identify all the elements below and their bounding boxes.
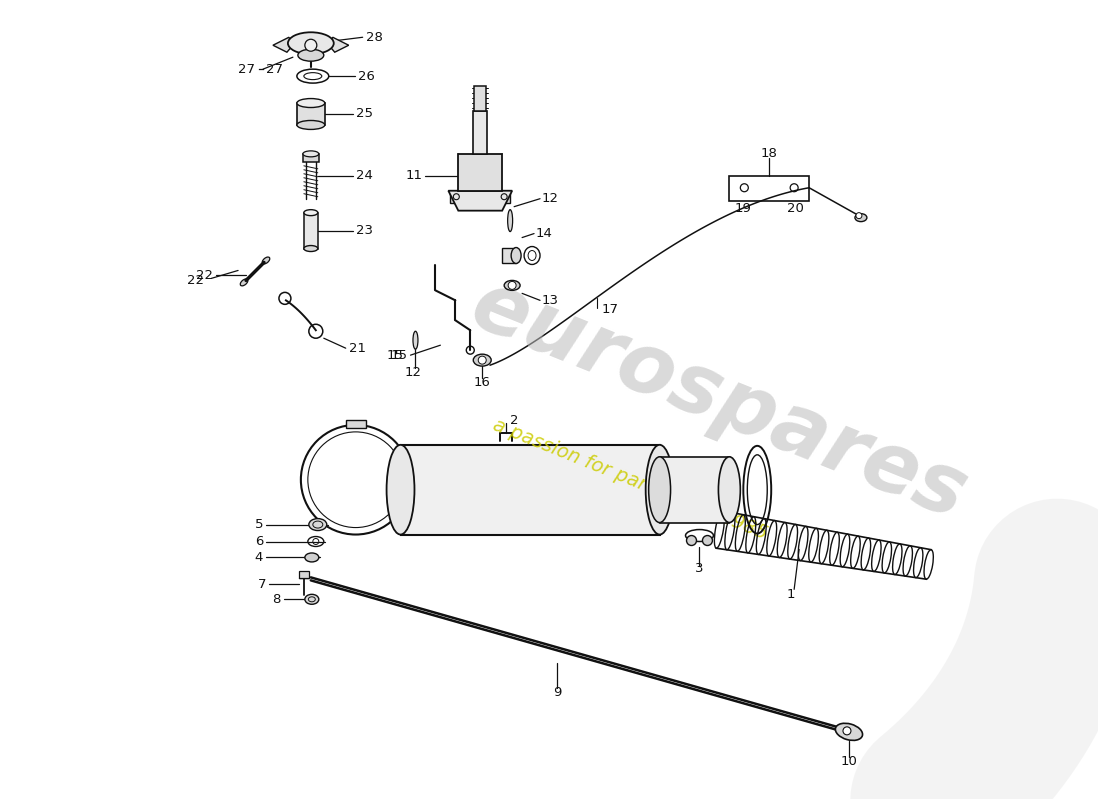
Ellipse shape <box>412 331 418 349</box>
Bar <box>304 213 318 249</box>
Ellipse shape <box>304 246 318 251</box>
Bar <box>473 111 487 154</box>
Text: 25: 25 <box>355 107 373 121</box>
Ellipse shape <box>835 723 862 741</box>
Text: 6: 6 <box>254 535 263 548</box>
Text: 3: 3 <box>695 562 704 575</box>
Text: 5: 5 <box>254 518 263 531</box>
Ellipse shape <box>262 257 270 264</box>
Circle shape <box>843 727 851 735</box>
Polygon shape <box>273 38 293 52</box>
Text: 20: 20 <box>786 202 804 215</box>
Ellipse shape <box>297 121 324 130</box>
Ellipse shape <box>507 210 513 231</box>
Ellipse shape <box>855 214 867 222</box>
Text: 28: 28 <box>365 30 383 44</box>
Ellipse shape <box>305 594 319 604</box>
Ellipse shape <box>649 457 671 522</box>
Bar <box>299 571 309 578</box>
Circle shape <box>508 282 516 290</box>
Bar <box>474 86 486 111</box>
Text: 1: 1 <box>786 588 795 601</box>
Circle shape <box>856 213 862 218</box>
Bar <box>660 457 729 522</box>
Circle shape <box>305 39 317 51</box>
Text: 15: 15 <box>390 349 407 362</box>
Bar <box>400 445 660 534</box>
Circle shape <box>703 535 713 546</box>
Ellipse shape <box>718 457 740 522</box>
Bar <box>459 154 503 190</box>
Bar <box>297 103 324 125</box>
Text: 12: 12 <box>405 366 422 378</box>
Text: 23: 23 <box>355 224 373 237</box>
Bar <box>729 176 810 201</box>
Ellipse shape <box>473 354 492 366</box>
Bar <box>302 154 319 162</box>
Polygon shape <box>329 38 349 52</box>
Text: 24: 24 <box>355 170 373 182</box>
Text: 22: 22 <box>187 274 205 287</box>
Text: 17: 17 <box>602 303 618 316</box>
Ellipse shape <box>512 247 521 263</box>
Polygon shape <box>449 190 513 210</box>
Text: 4: 4 <box>254 551 263 564</box>
Ellipse shape <box>309 518 327 530</box>
Bar <box>498 190 510 202</box>
Text: 10: 10 <box>840 755 857 768</box>
Ellipse shape <box>240 279 248 286</box>
Text: a passion for parts since 1985: a passion for parts since 1985 <box>490 416 770 544</box>
Text: 7: 7 <box>257 578 266 591</box>
Ellipse shape <box>646 445 673 534</box>
Bar <box>450 190 462 202</box>
Text: 15: 15 <box>386 349 404 362</box>
Text: 18: 18 <box>761 147 778 160</box>
Text: 11: 11 <box>406 170 422 182</box>
Bar <box>345 420 365 428</box>
Circle shape <box>478 356 486 364</box>
Text: 13: 13 <box>542 294 559 307</box>
Ellipse shape <box>304 210 318 216</box>
Text: 14: 14 <box>536 227 553 240</box>
Text: 9: 9 <box>553 686 561 699</box>
Ellipse shape <box>302 151 319 157</box>
Ellipse shape <box>386 445 415 534</box>
Text: 21: 21 <box>349 342 365 354</box>
Ellipse shape <box>298 50 323 61</box>
Text: 12: 12 <box>542 192 559 206</box>
Text: 16: 16 <box>474 375 491 389</box>
Ellipse shape <box>504 281 520 290</box>
Bar <box>503 247 516 263</box>
Text: 26: 26 <box>358 70 374 82</box>
Text: 27: 27 <box>266 62 283 76</box>
Text: 27: 27 <box>238 62 255 76</box>
Text: 22: 22 <box>196 269 213 282</box>
Ellipse shape <box>297 98 324 107</box>
Text: 8: 8 <box>273 593 280 606</box>
Text: eurospares: eurospares <box>460 264 979 536</box>
Ellipse shape <box>305 553 319 562</box>
Text: 2: 2 <box>510 414 518 427</box>
Ellipse shape <box>288 32 333 54</box>
Text: 19: 19 <box>735 202 751 215</box>
Circle shape <box>686 535 696 546</box>
